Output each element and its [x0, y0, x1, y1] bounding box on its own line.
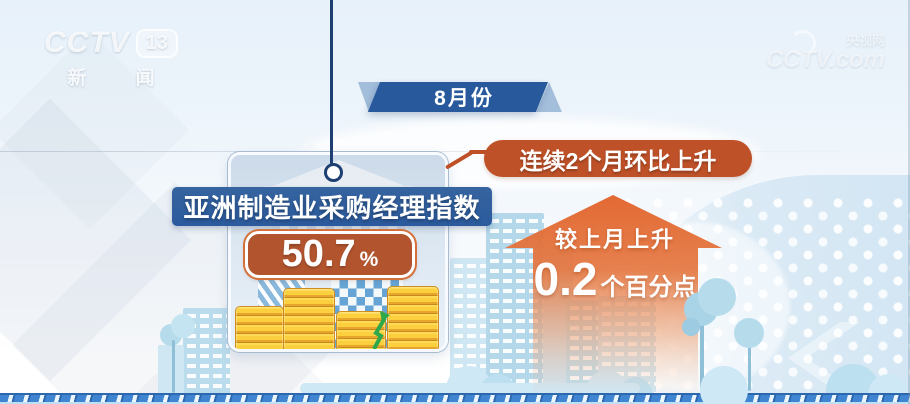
- callout-text: 连续2个月环比上升: [519, 147, 717, 174]
- growth-zigzag-icon: [372, 311, 390, 349]
- month-label: 8月份: [434, 87, 494, 110]
- month-banner: 8月份: [367, 82, 548, 112]
- tree-trunk: [748, 335, 751, 391]
- coin-stack: [387, 286, 439, 349]
- channel-logo: CCTV 13 新 闻: [44, 26, 178, 90]
- up-arrow-icon: [505, 195, 722, 393]
- index-value: 50.7: [281, 233, 356, 275]
- site-logo-icon: [790, 30, 816, 56]
- index-title: 亚洲制造业采购经理指数: [183, 193, 481, 223]
- index-title-banner: 亚洲制造业采购经理指数: [172, 187, 492, 226]
- change-unit: 个百分点: [600, 274, 697, 301]
- frame-right-edge: [908, 0, 910, 404]
- site-watermark-cn: 央视网: [845, 33, 885, 48]
- change-value-line: 0.2 个百分点: [495, 252, 735, 306]
- change-label: 较上月上升: [554, 227, 675, 252]
- index-unit: %: [359, 248, 379, 271]
- tree-icon: [682, 318, 700, 336]
- change-value: 0.2: [533, 253, 598, 305]
- coin-stack: [283, 288, 335, 349]
- tree-trunk: [700, 303, 704, 391]
- callout-pill: 连续2个月环比上升: [484, 140, 752, 177]
- tree-trunk: [172, 340, 175, 393]
- site-watermark-en: CCTV.com: [765, 46, 885, 73]
- bottom-road-band: [0, 393, 910, 404]
- tree-icon: [734, 318, 764, 348]
- bush-row: [300, 383, 640, 394]
- top-connector-line: [330, 0, 333, 164]
- channel-logo-subtitle: 新 闻: [67, 68, 177, 89]
- channel-logo-number: 13: [135, 28, 178, 58]
- channel-logo-brand: CCTV: [44, 26, 130, 59]
- connector-node: [324, 163, 343, 182]
- building: [158, 345, 184, 393]
- bush: [700, 366, 748, 404]
- channel-logo-row: CCTV 13: [44, 26, 178, 60]
- tree-icon: [171, 314, 195, 338]
- index-value-box: 50.7 %: [245, 231, 415, 278]
- building: [486, 213, 544, 393]
- site-watermark: 央视网 CCTV.com: [745, 30, 885, 73]
- tree-icon: [698, 278, 736, 316]
- coin-stack: [235, 306, 284, 349]
- bg-horizon-line: [0, 151, 910, 152]
- callout-connector-horizontal: [469, 150, 491, 154]
